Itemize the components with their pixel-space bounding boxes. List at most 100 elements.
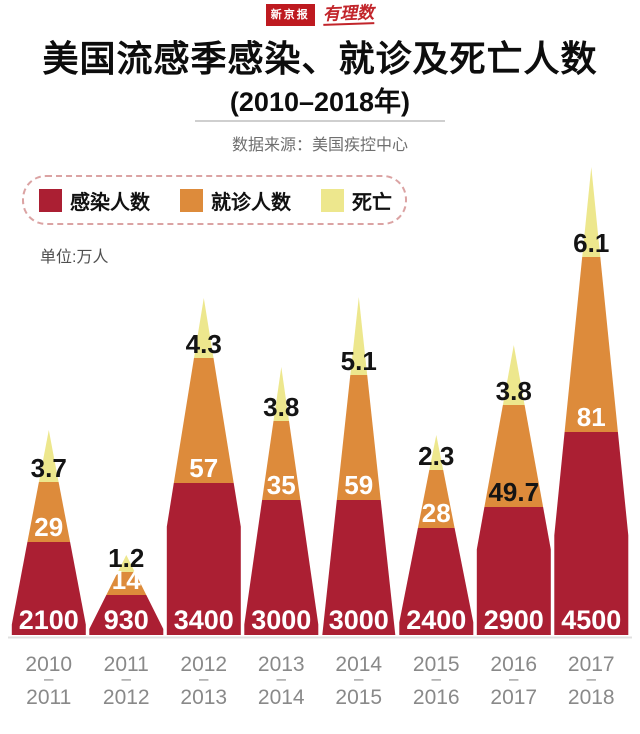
legend-label-deaths: 死亡 (352, 191, 392, 214)
pyramid-2012-2013: 4.3 57 3400 2012–2013 (166, 298, 241, 709)
visits-value-label: 59 (344, 470, 373, 500)
pyramid-2011-2012: 1.214 930 2011–2012 (89, 543, 164, 709)
visits-value-label: 81 (577, 402, 606, 432)
data-source: 数据来源：美国疾控中心 (231, 137, 408, 154)
page-title: 美国流感季感染、就诊及死亡人数 (42, 38, 598, 79)
year-dash: – (354, 669, 364, 688)
visits-value-label: 28 (422, 498, 451, 528)
legend-label-infections: 感染人数 (70, 191, 150, 214)
infections-value-label: 4500 (561, 605, 621, 635)
deaths-value-label: 4.3 (186, 329, 222, 359)
segment-deaths (502, 345, 525, 405)
segment-infections (166, 483, 241, 635)
deaths-swatch-icon (321, 188, 344, 212)
pyramid-2015-2016: 2.3 28 2400 2015–2016 (399, 435, 474, 709)
year-label-bottom: 2011 (26, 686, 71, 709)
year-dash: – (44, 669, 54, 688)
segment-deaths (194, 298, 214, 358)
newspaper-logo-icon: 新京报 (265, 4, 315, 26)
year-dash: – (277, 669, 287, 688)
infections-value-label: 3000 (329, 605, 389, 635)
pyramid-2010-2011: 3.7 29 2100 2010–2011 (11, 430, 86, 709)
pyramid-2013-2014: 3.8 35 3000 2013–2014 (244, 367, 319, 709)
infections-swatch-icon (39, 188, 62, 212)
year-label-bottom: 2017 (490, 686, 537, 709)
year-label-bottom: 2012 (103, 686, 150, 709)
segment-infections (476, 507, 551, 635)
deaths-value-label: 3.8 (496, 376, 532, 406)
deaths-value-label: 3.7 (31, 453, 67, 483)
segment-deaths (582, 167, 601, 257)
year-label-bottom: 2013 (180, 686, 227, 709)
segment-infections (11, 542, 86, 635)
legend-item-deaths: 死亡 (321, 186, 392, 215)
year-label-top: 2010 (25, 653, 72, 676)
year-label-top: 2015 (413, 653, 460, 676)
page-subtitle: (2010–2018年) (229, 87, 411, 117)
year-label-top: 2013 (258, 653, 305, 676)
year-label-top: 2011 (104, 653, 149, 676)
visits-value-label: 35 (267, 470, 296, 500)
year-label-top: 2014 (335, 653, 382, 676)
year-label-top: 2016 (490, 653, 537, 676)
deaths-value-label: 5.1 (341, 346, 377, 376)
legend-box: 感染人数 就诊人数 死亡 (22, 175, 407, 225)
segment-visits (484, 405, 544, 507)
chart-baseline (8, 636, 632, 639)
year-label-top: 2017 (568, 653, 615, 676)
legend-label-visits: 就诊人数 (211, 191, 291, 214)
segment-infections (399, 528, 474, 635)
deaths-value-label: 3.8 (263, 392, 299, 422)
infections-value-label: 2400 (406, 605, 466, 635)
year-dash: – (509, 669, 519, 688)
legend-item-infections: 感染人数 (39, 186, 150, 215)
segment-deaths (38, 430, 59, 482)
year-label-bottom: 2015 (335, 686, 382, 709)
infections-value-label: 3400 (174, 605, 234, 635)
segment-visits (27, 482, 71, 542)
unit-note: 单位:万人 (40, 249, 109, 266)
segment-visits (173, 358, 234, 483)
infections-value-label: 2100 (19, 605, 79, 635)
pyramid-2014-2015: 5.1 59 3000 2014–2015 (322, 297, 396, 709)
year-dash: – (432, 669, 442, 688)
segment-visits (336, 375, 381, 500)
visits-swatch-icon (180, 188, 203, 212)
segment-visits (262, 421, 301, 500)
infections-value-label: 3000 (251, 605, 311, 635)
year-dash: – (122, 669, 132, 688)
year-label-bottom: 2016 (413, 686, 460, 709)
segment-deaths (429, 435, 444, 470)
year-label-top: 2012 (180, 653, 227, 676)
year-dash: – (587, 669, 597, 688)
segment-infections (244, 500, 319, 635)
visits-value-label: 49.7 (488, 477, 539, 507)
brand-logo: 新京报 有理数 (0, 3, 640, 26)
segment-infections (554, 432, 629, 635)
visits-value-label: 29 (34, 512, 63, 542)
segment-infections (322, 500, 396, 635)
header-divider (195, 120, 445, 122)
segment-deaths (273, 367, 289, 421)
deaths-value-label: 1.2 (108, 543, 144, 573)
year-label-bottom: 2018 (568, 686, 615, 709)
segment-visits (564, 257, 618, 432)
year-dash: – (199, 669, 209, 688)
deaths-value-label: 2.3 (418, 441, 454, 471)
pyramid-2017-2018: 6.1 81 4500 2017–2018 (554, 167, 629, 709)
segment-deaths (117, 555, 135, 572)
pyramid-2016-2017: 3.8 49.7 2900 2016–2017 (476, 345, 551, 709)
segment-visits (417, 470, 455, 528)
legend-item-visits: 就诊人数 (180, 186, 291, 215)
infections-value-label: 930 (104, 605, 149, 635)
visits-value-label: 57 (189, 453, 218, 483)
segment-visits (106, 572, 147, 595)
segment-deaths (350, 297, 368, 375)
deaths-value-label: 6.1 (573, 228, 609, 258)
infections-value-label: 2900 (484, 605, 544, 635)
segment-infections (89, 595, 164, 635)
visits-value-label: 14 (112, 565, 141, 595)
year-label-bottom: 2014 (258, 686, 305, 709)
